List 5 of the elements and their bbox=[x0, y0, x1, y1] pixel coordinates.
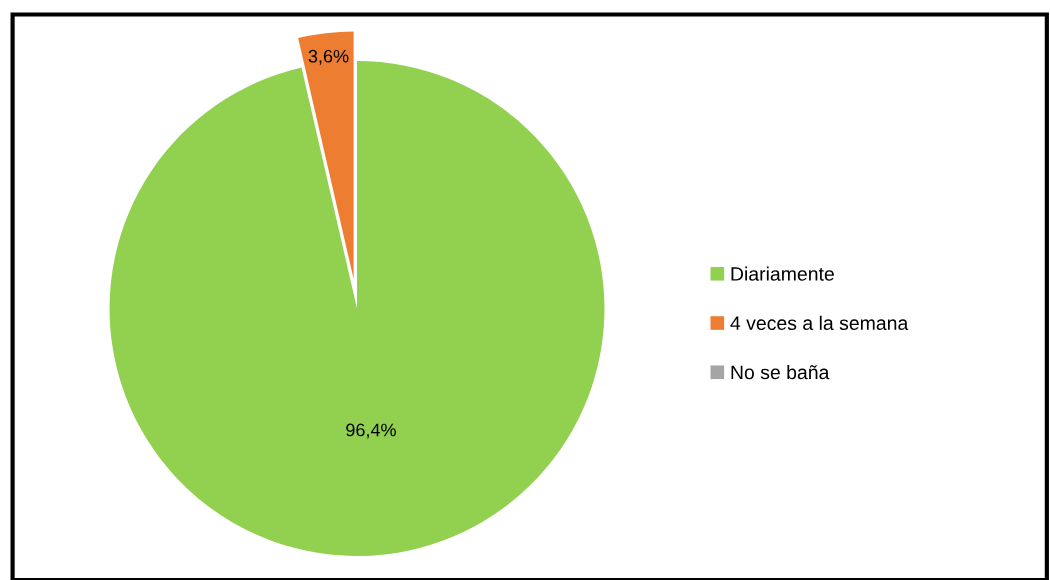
legend-label: No se baña bbox=[731, 364, 830, 380]
legend-label: Diariamente bbox=[731, 266, 834, 281]
legend-label: 4 veces a la semana bbox=[730, 315, 909, 331]
data-label: 3,6% bbox=[308, 49, 349, 65]
data-label: 96,4% bbox=[346, 423, 396, 439]
